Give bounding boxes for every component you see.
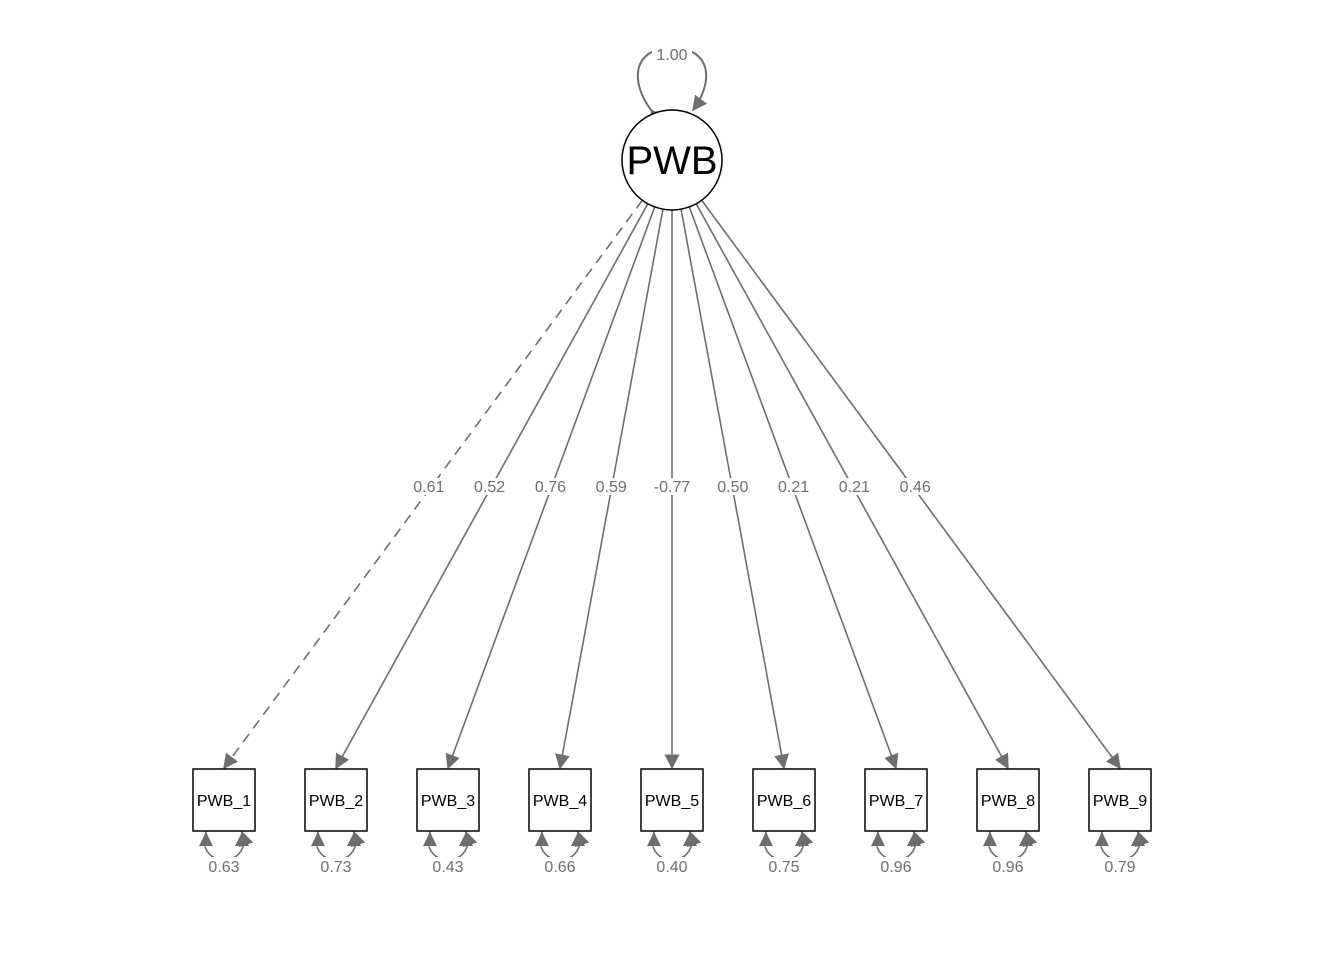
indicator-node-3: PWB_3	[416, 768, 480, 832]
indicator-box-9	[1088, 768, 1152, 832]
loading-label-bg-8	[835, 478, 874, 495]
residual-arrowhead-left-9	[1095, 832, 1109, 846]
loading-edge-1	[223, 199, 643, 770]
indicator-box-2	[304, 768, 368, 832]
loading-label-bg-4	[592, 478, 631, 495]
indicator-nodes: PWB_1 PWB_2 PWB_3 PWB_4 PWB_5 PWB_6 PWB_7 PWB_8…	[192, 768, 1152, 832]
indicator-box-4	[528, 768, 592, 832]
indicator-label-7: PWB_7	[869, 793, 923, 810]
residual-arrowhead-right-2	[347, 832, 361, 846]
residual-arrowhead-right-1	[235, 832, 249, 846]
residual-label-bg-6	[765, 857, 803, 874]
indicator-box-7	[864, 768, 928, 832]
indicator-label-2: PWB_2	[309, 793, 363, 810]
residual-arrowhead-right-8	[1019, 832, 1033, 846]
latent-variance-label: 1.00	[656, 47, 687, 64]
indicator-node-5: PWB_5	[640, 768, 704, 832]
residual-arrowhead-right-9	[1131, 832, 1145, 846]
residual-arrowhead-left-1	[199, 832, 213, 846]
residual-arrowhead-left-2	[311, 832, 325, 846]
residual-arrowhead-left-8	[983, 832, 997, 846]
indicator-box-6	[752, 768, 816, 832]
residual-label-2: 0.73	[320, 859, 351, 876]
latent-variance-loop: 1.00	[636, 45, 708, 126]
loading-label-6: 0.50	[717, 479, 748, 496]
residual-arrowhead-left-4	[535, 832, 549, 846]
loading-label-bg-3	[531, 478, 570, 495]
residual-label-8: 0.96	[992, 859, 1023, 876]
indicator-box-5	[640, 768, 704, 832]
residual-label-bg-5	[653, 857, 691, 874]
residual-label-bg-3	[429, 857, 467, 874]
indicator-label-9: PWB_9	[1093, 793, 1147, 810]
loading-label-7: 0.21	[778, 479, 809, 496]
indicator-label-1: PWB_1	[197, 793, 251, 810]
indicator-label-3: PWB_3	[421, 793, 475, 810]
residual-label-1: 0.63	[208, 859, 239, 876]
indicator-node-9: PWB_9	[1088, 768, 1152, 832]
indicator-node-2: PWB_2	[304, 768, 368, 832]
latent-node-label: PWB	[626, 139, 717, 183]
residual-variances: 0.63 0.73 0.43 0.66 0.40 0.75 0.96 0.96 0.79	[199, 816, 1150, 876]
residual-label-bg-1	[205, 857, 243, 874]
loading-label-bg-5	[653, 478, 691, 495]
loading-label-3: 0.76	[535, 479, 566, 496]
indicator-node-7: PWB_7	[864, 768, 928, 832]
indicator-box-3	[416, 768, 480, 832]
residual-arrowhead-right-6	[795, 832, 809, 846]
residual-arrowhead-left-7	[871, 832, 885, 846]
loading-label-9: 0.46	[900, 479, 931, 496]
latent-node-pwb: PWB	[621, 109, 723, 211]
indicator-label-5: PWB_5	[645, 793, 699, 810]
indicator-node-6: PWB_6	[752, 768, 816, 832]
residual-label-bg-4	[541, 857, 579, 874]
loading-label-8: 0.21	[839, 479, 870, 496]
residual-arrowhead-left-3	[423, 832, 437, 846]
residual-arrowhead-right-4	[571, 832, 585, 846]
indicator-box-8	[976, 768, 1040, 832]
residual-arrowhead-left-5	[647, 832, 661, 846]
indicator-box-1	[192, 768, 256, 832]
residual-label-6: 0.75	[768, 859, 799, 876]
residual-label-9: 0.79	[1104, 859, 1135, 876]
loading-label-bg-2	[470, 478, 509, 495]
indicator-node-1: PWB_1	[192, 768, 256, 832]
residual-label-bg-2	[317, 857, 355, 874]
residual-arrowhead-right-3	[459, 832, 473, 846]
indicator-label-8: PWB_8	[981, 793, 1035, 810]
loading-label-2: 0.52	[474, 479, 505, 496]
residual-label-bg-8	[989, 857, 1027, 874]
residual-arrowhead-right-7	[907, 832, 921, 846]
residual-label-bg-9	[1101, 857, 1139, 874]
loading-label-bg-1	[409, 478, 448, 495]
residual-label-3: 0.43	[432, 859, 463, 876]
loading-label-5: -0.77	[654, 479, 691, 496]
indicator-node-4: PWB_4	[528, 768, 592, 832]
loading-edges: 0.61 0.52 0.76 0.59 -0.77 0.50 0.21 0.21 0.46	[223, 199, 1121, 770]
indicator-label-6: PWB_6	[757, 793, 811, 810]
residual-label-5: 0.40	[656, 859, 687, 876]
loading-label-bg-9	[896, 478, 935, 495]
residual-label-7: 0.96	[880, 859, 911, 876]
loading-label-bg-7	[774, 478, 813, 495]
indicator-label-4: PWB_4	[533, 793, 587, 810]
residual-label-4: 0.66	[544, 859, 575, 876]
loading-label-bg-6	[713, 478, 752, 495]
indicator-node-8: PWB_8	[976, 768, 1040, 832]
residual-arrowhead-right-5	[683, 832, 697, 846]
loading-label-4: 0.59	[596, 479, 627, 496]
loading-label-1: 0.61	[413, 479, 444, 496]
residual-arrowhead-left-6	[759, 832, 773, 846]
residual-label-bg-7	[877, 857, 915, 874]
